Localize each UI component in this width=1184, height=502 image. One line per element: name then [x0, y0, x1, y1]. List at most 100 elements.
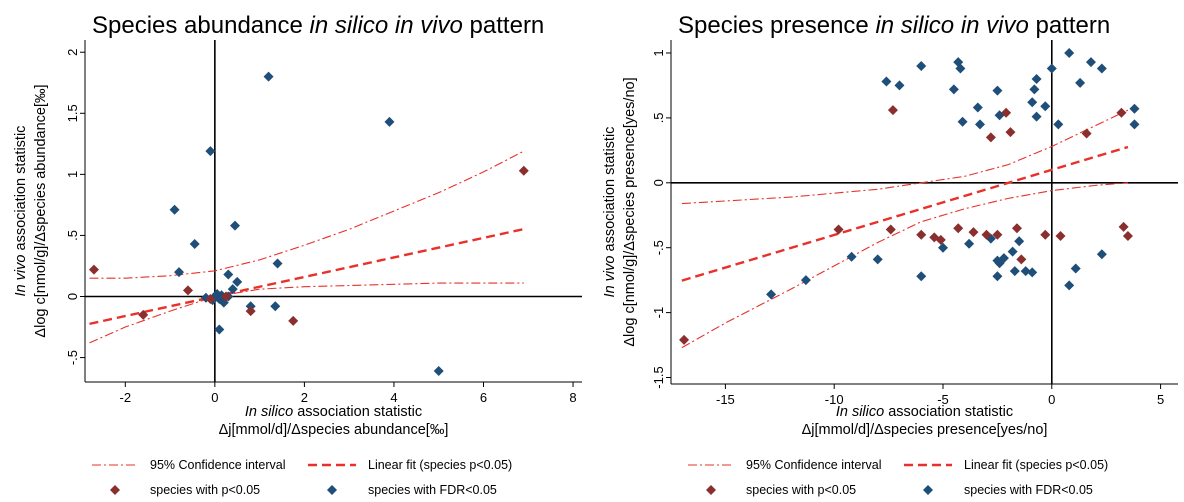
ci-lower-curve — [89, 282, 524, 344]
point-pval — [981, 229, 992, 240]
legend-pval-label: species with p<0.05 — [746, 483, 856, 497]
x-tick-label: 0 — [1048, 392, 1055, 407]
point-fdr — [846, 251, 857, 262]
y-axis-label-line1: In vivo association statistic — [602, 127, 618, 298]
point-pval — [1055, 231, 1066, 242]
y-tick-label: -.5 — [651, 240, 666, 255]
point-fdr — [1064, 280, 1075, 291]
point-pval — [88, 264, 99, 275]
x-tick-label: -15 — [716, 392, 735, 407]
point-fdr — [174, 267, 185, 278]
legend-ci-label: 95% Confidence interval — [746, 458, 882, 472]
point-pval — [1005, 127, 1016, 138]
point-fdr — [1096, 249, 1107, 260]
point-fdr — [872, 254, 883, 265]
point-fdr — [1014, 236, 1025, 247]
y-tick-label: -1.5 — [651, 366, 666, 388]
x-axis-label-line1-part: In silico — [836, 404, 884, 420]
y-tick-label: 0 — [65, 293, 80, 300]
x-tick-label: -10 — [825, 392, 844, 407]
x-axis-label-line2: Δj[mmol/d]/Δspecies presence[yes/no] — [802, 422, 1048, 438]
point-fdr — [232, 276, 243, 287]
point-fdr — [169, 204, 180, 215]
point-pval — [935, 234, 946, 245]
point-pval — [1011, 223, 1022, 234]
point-fdr — [227, 284, 238, 295]
point-pval — [245, 306, 256, 317]
point-fdr — [1129, 103, 1140, 114]
point-fdr — [272, 258, 283, 269]
legend-fdr-marker — [923, 485, 933, 495]
point-pval — [221, 291, 232, 302]
point-fdr — [263, 71, 274, 82]
linear-fit-line — [89, 227, 525, 326]
x-tick-label: 6 — [480, 390, 487, 405]
point-fdr — [894, 80, 905, 91]
y-axis-label-line1-part: In vivo — [13, 255, 29, 297]
point-fdr — [1064, 47, 1075, 58]
point-fdr — [1020, 266, 1031, 277]
y-axis-label-line1-part: In vivo — [602, 256, 618, 298]
point-pval — [916, 229, 927, 240]
point-fdr — [937, 242, 948, 253]
point-pval — [518, 165, 529, 176]
point-fdr — [955, 63, 966, 74]
presence-chart-title-part: Species presence — [678, 12, 875, 39]
point-fdr — [229, 220, 240, 231]
abundance-chart-title-part: pattern — [463, 12, 544, 39]
x-axis-label-line1-part: association statistic — [293, 404, 422, 420]
x-tick-label: 0 — [211, 390, 218, 405]
legend-fit-label: Linear fit (species p<0.05) — [964, 458, 1108, 472]
ci-upper-curve — [681, 109, 1129, 205]
legend-fdr-label: species with FDR<0.05 — [368, 483, 497, 497]
y-axis-label-line2: Δlog c[nmol/g]/Δspecies abundance[‰] — [33, 84, 49, 337]
x-tick-label: 4 — [390, 390, 397, 405]
point-fdr — [916, 271, 927, 282]
point-fdr — [189, 238, 200, 249]
point-fdr — [1007, 246, 1018, 257]
presence-chart-title: Species presence in silico in vivo patte… — [678, 12, 1110, 39]
y-axis-label-line1-part: association statistic — [13, 126, 29, 255]
point-fdr — [223, 269, 234, 280]
point-fdr — [948, 84, 959, 95]
point-fdr — [1070, 263, 1081, 274]
point-fdr — [1075, 77, 1086, 88]
abundance-chart-title: Species abundance in silico in vivo patt… — [92, 12, 544, 39]
point-fdr — [1027, 97, 1038, 108]
point-pval — [1116, 107, 1127, 118]
point-fdr — [1129, 119, 1140, 130]
point-fdr — [766, 289, 777, 300]
legend-fit-label: Linear fit (species p<0.05) — [368, 458, 512, 472]
x-axis-label-line1: In silico association statistic — [245, 404, 422, 420]
abundance-legend: 95% Confidence interval Linear fit (speci… — [92, 458, 512, 497]
point-fdr — [916, 60, 927, 71]
point-fdr — [1085, 57, 1096, 68]
y-tick-label: 2 — [65, 49, 80, 56]
x-axis-label-line1-part: association statistic — [884, 404, 1013, 420]
point-fdr — [1096, 63, 1107, 74]
point-fdr — [1029, 84, 1040, 95]
abundance-chart-title-part: in silico in vivo — [310, 12, 463, 39]
point-pval — [1001, 107, 1012, 118]
presence-chart-title-part: pattern — [1029, 12, 1110, 39]
legend-fdr-marker — [327, 485, 337, 495]
point-fdr — [992, 271, 1003, 282]
point-pval — [288, 315, 299, 326]
y-tick-label: 1 — [651, 49, 666, 56]
abundance-chart-panel: Species abundance in silico in vivo patt… — [13, 12, 582, 497]
point-pval — [182, 285, 193, 296]
point-pval — [1016, 254, 1027, 265]
legend-pval-marker — [706, 485, 716, 495]
point-fdr — [205, 146, 216, 157]
point-pval — [887, 105, 898, 116]
point-fdr — [384, 116, 395, 127]
point-fdr — [1053, 119, 1064, 130]
x-axis-label-line1: In silico association statistic — [836, 404, 1013, 420]
x-tick-label: -2 — [120, 390, 132, 405]
point-pval — [1040, 229, 1051, 240]
y-axis-label-line2: Δlog c[nmol/g]/Δspecies presence[yes/no] — [622, 77, 638, 346]
legend-pval-marker — [110, 485, 120, 495]
point-fdr — [1040, 101, 1051, 112]
legend-ci-label: 95% Confidence interval — [150, 458, 286, 472]
